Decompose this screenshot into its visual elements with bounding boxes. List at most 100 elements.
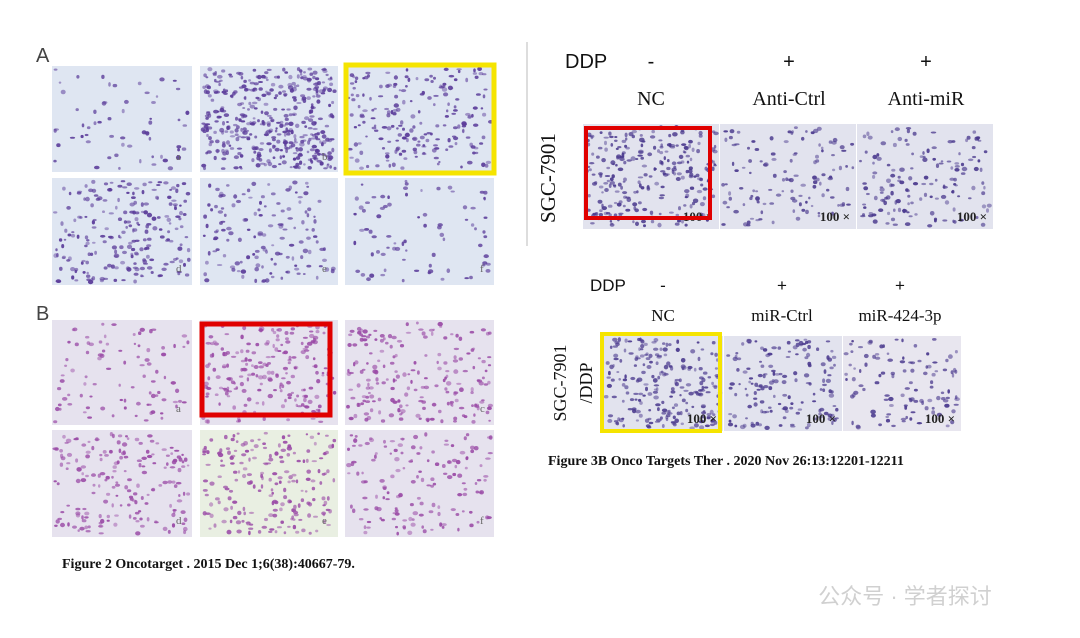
cell (882, 198, 886, 203)
cell (254, 278, 258, 283)
cell (217, 475, 222, 479)
cell (416, 496, 421, 500)
cell (163, 466, 167, 469)
cell (971, 185, 976, 191)
cell (108, 82, 111, 87)
cell (769, 202, 775, 205)
cell (235, 440, 239, 443)
cell (609, 220, 613, 223)
cell (357, 142, 362, 145)
cell (267, 224, 274, 228)
cell (113, 253, 120, 258)
cell (165, 454, 170, 457)
cell (447, 460, 453, 465)
cell (260, 484, 264, 489)
cell (112, 470, 117, 473)
cell (59, 379, 65, 383)
cell (174, 206, 177, 211)
cell (371, 235, 377, 239)
cell (365, 395, 370, 399)
cell (353, 240, 357, 246)
cell (302, 336, 308, 339)
cell (487, 364, 492, 367)
cell (457, 69, 461, 74)
cell (332, 89, 337, 93)
cell (728, 191, 732, 196)
cell (831, 355, 837, 359)
cell (326, 523, 331, 527)
cell (817, 212, 821, 215)
magnification-label: 100 × (687, 411, 717, 426)
cell (262, 442, 266, 446)
cell (350, 504, 353, 509)
cell (159, 235, 165, 239)
cell (298, 200, 302, 204)
cell (657, 222, 662, 228)
cell (279, 236, 285, 240)
cell (144, 358, 150, 362)
cell (101, 74, 105, 79)
cell (787, 350, 792, 353)
cell (273, 96, 277, 100)
cell (812, 400, 817, 403)
cell (181, 465, 186, 468)
cell (714, 367, 719, 370)
cell (609, 181, 615, 185)
cell (175, 188, 179, 194)
magnification-label: 100 × (957, 209, 987, 224)
cell (59, 462, 64, 467)
cell (292, 180, 298, 185)
cell (175, 87, 181, 91)
cell (202, 85, 206, 90)
cell (260, 110, 264, 114)
cell (407, 530, 413, 535)
cell (443, 336, 448, 340)
cell (375, 164, 380, 168)
cell (221, 228, 226, 232)
cell (394, 149, 398, 154)
cell (142, 238, 147, 242)
cell (176, 183, 180, 188)
cell (723, 130, 728, 133)
cell (151, 101, 156, 104)
cell (362, 109, 368, 113)
cell (940, 160, 944, 163)
cell (601, 158, 606, 163)
cell (257, 231, 264, 236)
cell (132, 517, 137, 520)
cell (288, 355, 292, 361)
cell (118, 383, 121, 387)
cell (712, 160, 716, 165)
cell (653, 338, 659, 342)
cell (242, 130, 246, 134)
cell (215, 375, 221, 379)
cell (418, 417, 422, 420)
cell (678, 378, 682, 383)
cell (420, 477, 425, 483)
cell (214, 120, 219, 123)
cell (215, 497, 220, 501)
cell (688, 143, 691, 149)
cell (111, 503, 114, 508)
cell (972, 130, 977, 134)
cell (307, 140, 311, 145)
cell (383, 268, 387, 273)
cell (85, 241, 90, 245)
cell (121, 230, 126, 234)
cell (183, 517, 188, 523)
cell (216, 264, 223, 266)
cell (394, 507, 398, 510)
cell (331, 147, 335, 153)
cell (60, 89, 66, 95)
cell (645, 357, 651, 361)
cell (349, 82, 355, 85)
cell (487, 452, 493, 455)
cell (120, 180, 126, 183)
cell (179, 243, 183, 247)
cell (747, 404, 752, 409)
cell (258, 81, 263, 83)
cell (832, 168, 836, 172)
cell (229, 519, 233, 524)
cell (734, 169, 739, 173)
